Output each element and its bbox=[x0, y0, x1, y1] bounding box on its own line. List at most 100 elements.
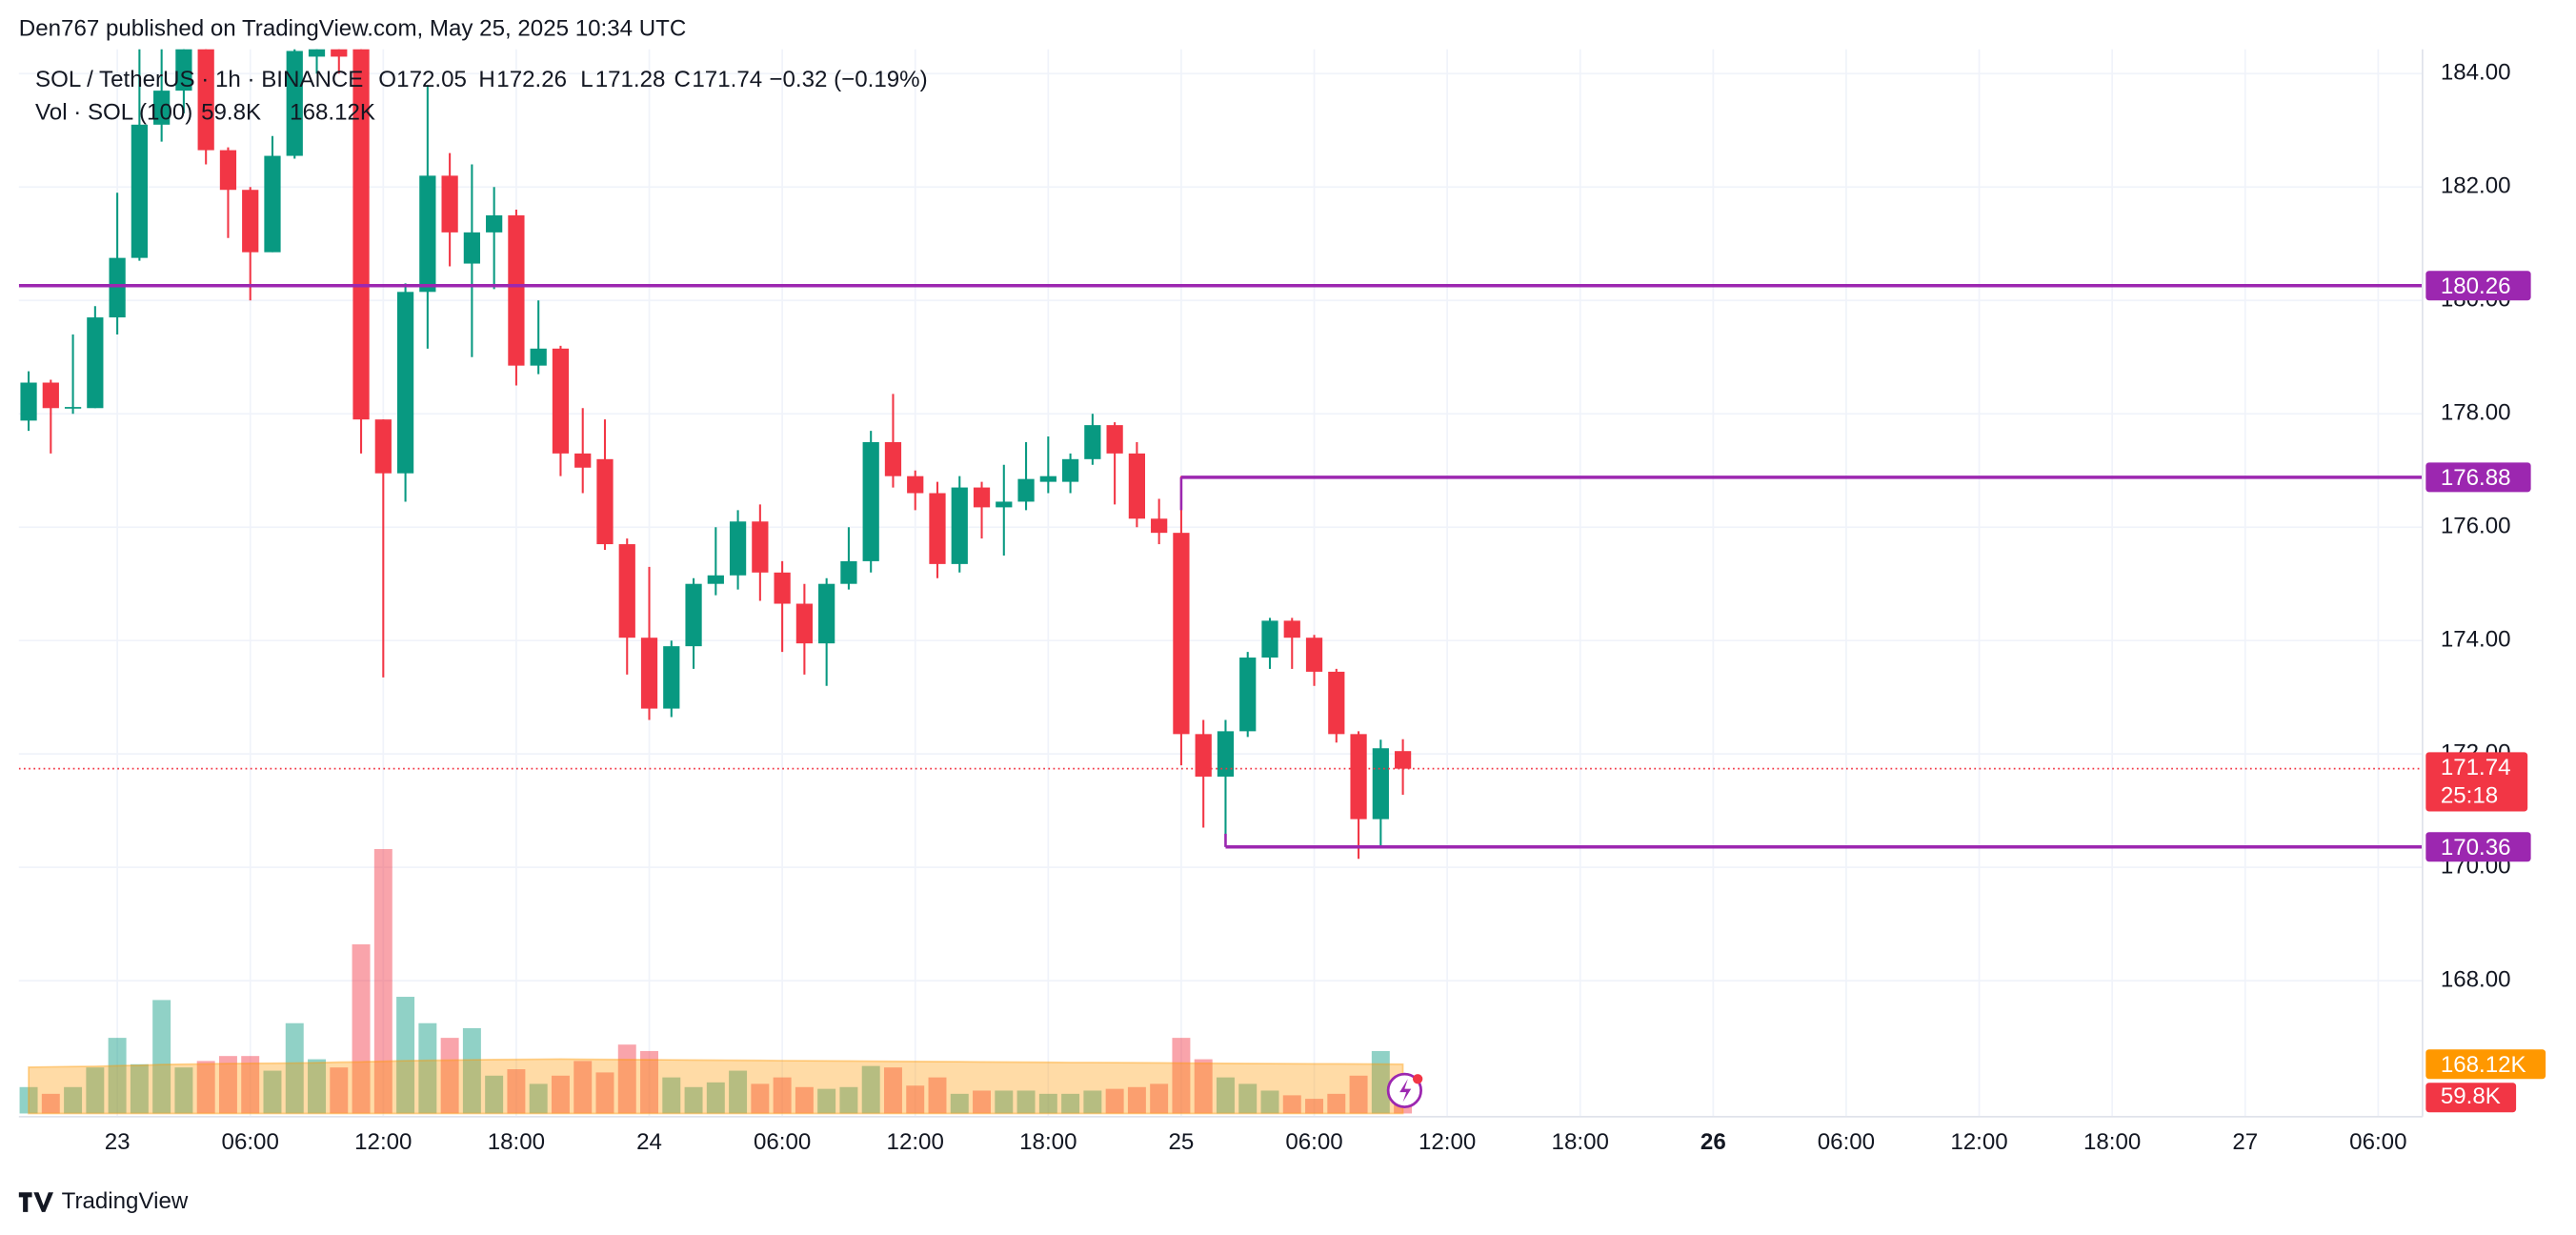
candle-body bbox=[552, 348, 570, 454]
volume-bar bbox=[928, 1077, 947, 1114]
volume-bar bbox=[684, 1086, 703, 1114]
level-tag-label: 170.36 bbox=[2441, 835, 2511, 860]
x-tick-label: 18:00 bbox=[1552, 1129, 1609, 1155]
candle-body bbox=[707, 575, 724, 584]
candle-body bbox=[818, 583, 835, 644]
volume-bar bbox=[1127, 1086, 1146, 1114]
volume-bar bbox=[751, 1083, 770, 1114]
candle-body bbox=[1128, 453, 1146, 519]
y-tick-label: 182.00 bbox=[2441, 173, 2511, 199]
volume-bar bbox=[1349, 1075, 1368, 1114]
volume-bar bbox=[418, 1022, 437, 1114]
x-tick-label: 12:00 bbox=[354, 1129, 412, 1155]
x-tick-label: 18:00 bbox=[2083, 1129, 2141, 1155]
x-tick-label: 12:00 bbox=[887, 1129, 944, 1155]
volume-bar bbox=[706, 1082, 725, 1114]
candle-body bbox=[1151, 518, 1168, 534]
volume-bar bbox=[507, 1069, 526, 1114]
candle-body bbox=[996, 501, 1013, 508]
x-tick-label: 12:00 bbox=[1419, 1129, 1476, 1155]
volume-bar bbox=[1327, 1093, 1346, 1114]
x-tick-label: 06:00 bbox=[1285, 1129, 1342, 1155]
volume-bar bbox=[1105, 1088, 1124, 1114]
candle-body bbox=[131, 124, 148, 258]
volume-bar bbox=[529, 1083, 548, 1114]
volume-bar bbox=[1150, 1083, 1169, 1114]
candle-body bbox=[774, 572, 791, 604]
level-tag-label: 176.88 bbox=[2441, 465, 2511, 491]
ohlc-value: 171.28 bbox=[595, 67, 666, 92]
candle-body bbox=[1328, 671, 1345, 735]
level-tag-label: 180.26 bbox=[2441, 273, 2511, 299]
volume-bar bbox=[861, 1065, 880, 1114]
ohlc-value: 171.74 bbox=[692, 67, 762, 92]
volume-bar bbox=[1282, 1095, 1301, 1114]
volume-bar bbox=[1216, 1077, 1235, 1114]
volume-bar bbox=[973, 1090, 992, 1114]
volume-bar bbox=[263, 1070, 282, 1114]
volume-bar bbox=[795, 1086, 814, 1114]
y-tick-label: 176.00 bbox=[2441, 514, 2511, 539]
candle-body bbox=[1106, 425, 1123, 454]
x-tick-label: 06:00 bbox=[754, 1129, 811, 1155]
legend: SOL / TetherUS · 1h · BINANCE O 172.05 H… bbox=[35, 67, 928, 125]
volume-bar bbox=[174, 1067, 193, 1114]
candle-body bbox=[175, 49, 192, 91]
replay-icon[interactable] bbox=[1386, 1072, 1423, 1108]
volume-bar bbox=[817, 1088, 836, 1114]
volume-bar bbox=[41, 1093, 60, 1114]
candle-body bbox=[264, 155, 281, 253]
candle-body bbox=[153, 91, 171, 125]
volume-bar bbox=[462, 1027, 481, 1114]
volume-bar bbox=[1371, 1050, 1390, 1114]
volume-bar bbox=[373, 849, 392, 1114]
volume-bar bbox=[950, 1093, 969, 1114]
candle-body bbox=[530, 348, 547, 366]
candle-body bbox=[884, 441, 902, 476]
volume-bar bbox=[396, 997, 415, 1114]
volume-bar bbox=[440, 1038, 459, 1114]
price-tag-label: 171.74 bbox=[2441, 755, 2511, 780]
x-tick-label: 06:00 bbox=[1818, 1129, 1875, 1155]
volume-bar bbox=[1038, 1093, 1057, 1114]
candle-body bbox=[1017, 478, 1035, 502]
volume-bar bbox=[1083, 1090, 1102, 1114]
volume-bar bbox=[64, 1086, 83, 1114]
volume-bar bbox=[218, 1056, 237, 1114]
x-tick-label: 23 bbox=[105, 1129, 131, 1155]
candle-body bbox=[352, 49, 370, 420]
volume-bar bbox=[1305, 1099, 1324, 1114]
volume-bar bbox=[640, 1050, 658, 1114]
candle-body bbox=[929, 493, 946, 564]
candle-body bbox=[87, 317, 104, 409]
candle-body bbox=[419, 175, 436, 293]
candle-body bbox=[973, 487, 991, 508]
candle-body bbox=[1173, 533, 1190, 735]
x-tick-label: 27 bbox=[2232, 1129, 2258, 1155]
volume-bar bbox=[241, 1056, 260, 1114]
candle-body bbox=[1283, 620, 1300, 638]
candle-body bbox=[729, 521, 747, 576]
candle-body bbox=[1217, 731, 1235, 777]
volume-bar bbox=[1194, 1059, 1213, 1114]
candle-body bbox=[618, 544, 635, 638]
candle-body bbox=[197, 49, 214, 151]
candle-body bbox=[752, 521, 769, 573]
candle-body bbox=[463, 232, 481, 264]
x-tick-label: 18:00 bbox=[1019, 1129, 1077, 1155]
candle-body bbox=[1372, 748, 1389, 820]
ohlc-value: 172.26 bbox=[496, 67, 567, 92]
x-tick-label: 06:00 bbox=[222, 1129, 279, 1155]
volume-bar bbox=[1061, 1093, 1080, 1114]
volume-tag: 59.8K bbox=[2425, 1083, 2517, 1113]
y-tick-label: 184.00 bbox=[2441, 60, 2511, 86]
candle-body bbox=[219, 150, 237, 191]
volume-bar bbox=[308, 1059, 326, 1114]
volume-bar bbox=[883, 1067, 902, 1114]
candle-body bbox=[840, 560, 857, 584]
volume-bar bbox=[595, 1072, 614, 1114]
volume-bar bbox=[773, 1077, 792, 1114]
volume-bar bbox=[729, 1070, 748, 1114]
volume-bar bbox=[662, 1077, 681, 1114]
